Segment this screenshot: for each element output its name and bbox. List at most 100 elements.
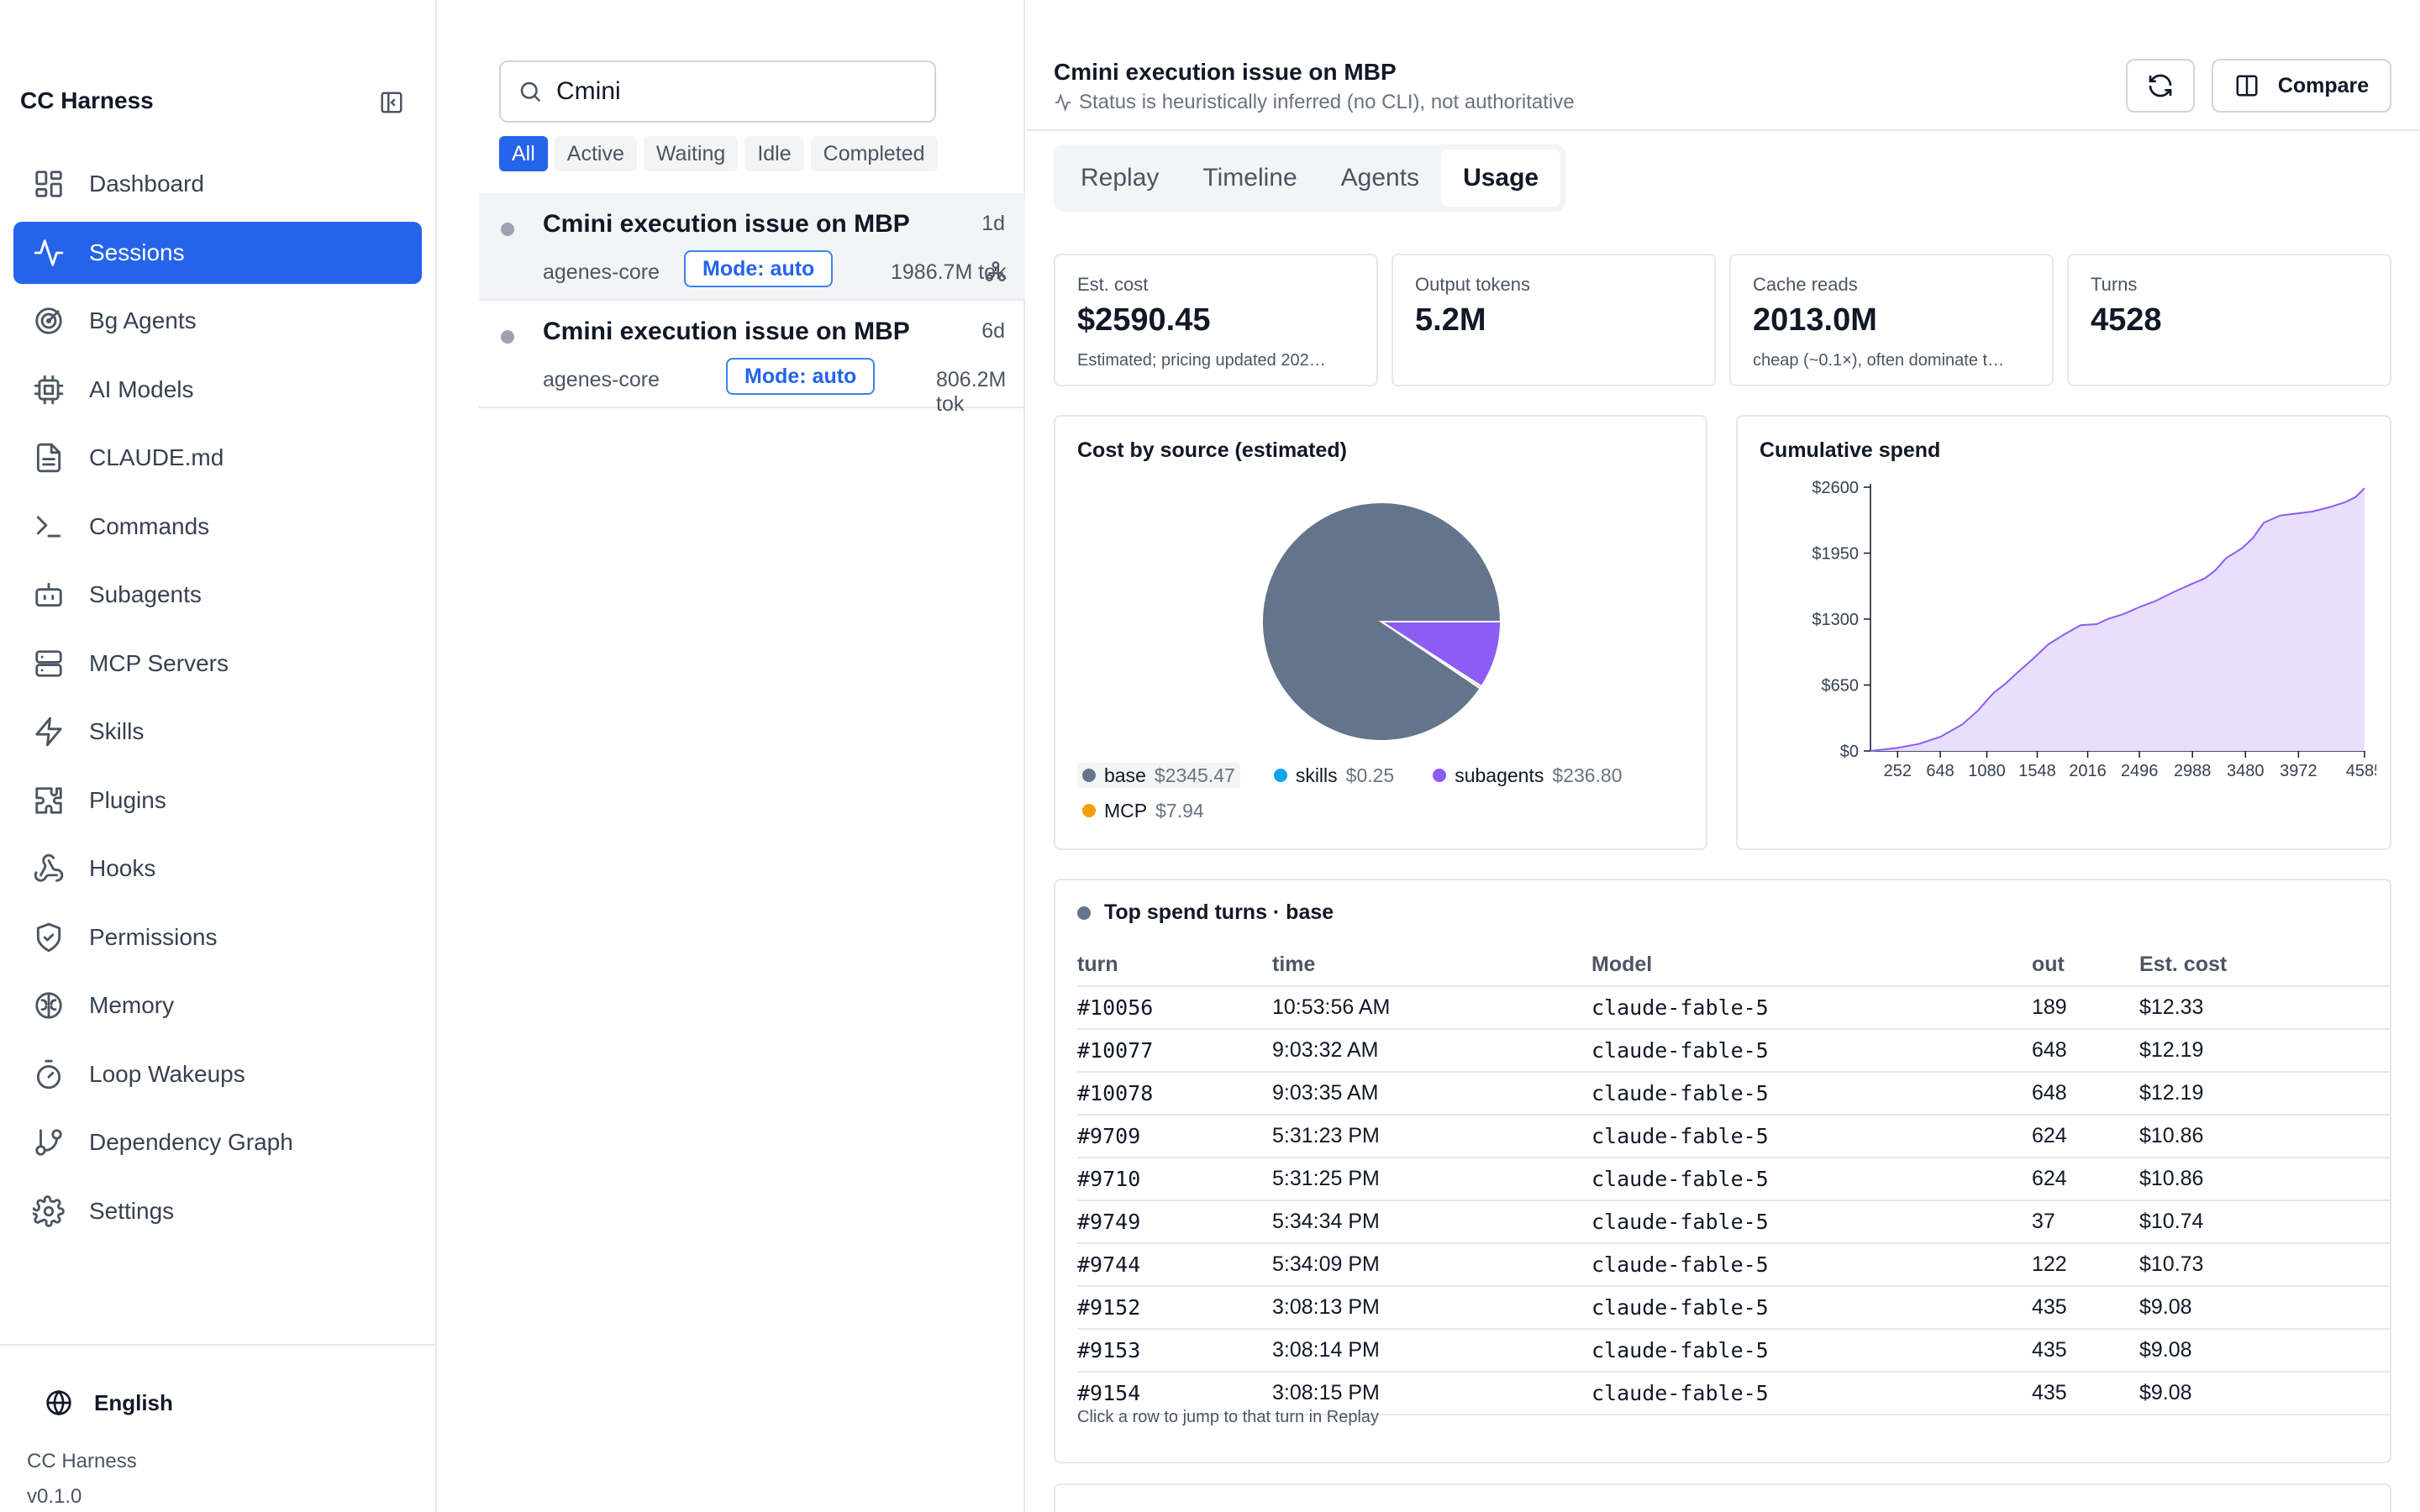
- sidebar-item-dependency-graph[interactable]: Dependency Graph: [13, 1111, 422, 1173]
- sidebar-item-sessions[interactable]: Sessions: [13, 221, 422, 284]
- compare-label: Compare: [2277, 73, 2370, 97]
- sidebar-item-settings[interactable]: Settings: [13, 1180, 422, 1242]
- model-cell: claude-fable-5: [1591, 1372, 2032, 1415]
- table-row[interactable]: #9709 5:31:23 PM claude-fable-5 624 $10.86: [1077, 1115, 2391, 1158]
- stat-output-tokens: Output tokens 5.2M: [1392, 254, 1716, 386]
- sidebar-item-permissions[interactable]: Permissions: [13, 906, 422, 969]
- filter-all[interactable]: All: [499, 136, 548, 171]
- turn-cell: #9744: [1077, 1243, 1272, 1287]
- tab-usage[interactable]: Usage: [1441, 150, 1561, 207]
- column-header[interactable]: time: [1272, 944, 1591, 987]
- compare-button[interactable]: Compare: [2212, 59, 2391, 113]
- model-cell: claude-fable-5: [1591, 1158, 2032, 1201]
- dashboard-icon: [32, 167, 66, 201]
- legend-skills[interactable]: skills $0.25: [1269, 763, 1399, 788]
- cost-by-source-card: Cost by source (estimated) base $2345.47 s…: [1054, 415, 1707, 850]
- y-tick-label: $0: [1840, 743, 1859, 761]
- sidebar-item-bg-agents[interactable]: Bg Agents: [13, 290, 422, 352]
- sidebar-item-label: Loop Wakeups: [89, 1060, 245, 1087]
- pie-slice-subagents[interactable]: [1378, 621, 1502, 688]
- tab-replay[interactable]: Replay: [1081, 164, 1160, 192]
- sidebar: CC Harness Dashboard Sessions Bg Agents AI …: [0, 0, 437, 1512]
- git-branch-icon: [32, 1126, 66, 1159]
- filter-idle[interactable]: Idle: [744, 136, 804, 171]
- search-icon: [520, 81, 541, 102]
- turn-cell: #10078: [1077, 1072, 1272, 1116]
- cost-cell: $12.33: [2139, 986, 2391, 1030]
- cumulative-spend-card: Cumulative spend $0 $650 $1300 $1950 $2600 25…: [1736, 415, 2391, 850]
- turn-cell: #10056: [1077, 986, 1272, 1030]
- chart-title: Cost by source (estimated): [1077, 438, 1347, 462]
- model-cell: claude-fable-5: [1591, 1329, 2032, 1373]
- time-cell: 9:03:35 AM: [1272, 1072, 1591, 1116]
- search-input[interactable]: [556, 77, 909, 106]
- column-header[interactable]: Model: [1591, 944, 2032, 987]
- cpu-icon: [32, 373, 66, 407]
- table-row[interactable]: #9710 5:31:25 PM claude-fable-5 624 $10.86: [1077, 1158, 2391, 1201]
- tab-timeline[interactable]: Timeline: [1202, 164, 1297, 192]
- table-row[interactable]: #10078 9:03:35 AM claude-fable-5 648 $12.19: [1077, 1072, 2391, 1116]
- out-cell: 122: [2032, 1243, 2139, 1287]
- legend-subagents[interactable]: subagents $236.80: [1428, 763, 1627, 788]
- filter-waiting[interactable]: Waiting: [643, 136, 739, 171]
- server-icon: [32, 647, 66, 680]
- legend-value: $2345.47: [1154, 764, 1235, 786]
- tab-agents[interactable]: Agents: [1340, 164, 1420, 192]
- refresh-button[interactable]: [2126, 59, 2195, 113]
- session-row[interactable]: Cmini execution issue on MBP 6d agenes-cor…: [479, 301, 1025, 416]
- stat-note: Estimated; pricing updated 202…: [1077, 351, 1326, 370]
- stat-cache-reads: Cache reads 2013.0M cheap (~0.1×), often d…: [1729, 254, 2054, 386]
- table-row[interactable]: #9749 5:34:34 PM claude-fable-5 37 $10.74: [1077, 1200, 2391, 1244]
- model-cell: claude-fable-5: [1591, 1243, 2032, 1287]
- sidebar-item-label: AI Models: [89, 375, 194, 402]
- filter-active[interactable]: Active: [554, 136, 637, 171]
- sidebar-item-dashboard[interactable]: Dashboard: [13, 153, 422, 215]
- table-row[interactable]: #9152 3:08:13 PM claude-fable-5 435 $9.08: [1077, 1286, 2391, 1330]
- sidebar-item-memory[interactable]: Memory: [13, 974, 422, 1037]
- search-box[interactable]: [499, 60, 936, 123]
- session-title: Cmini execution issue on MBP: [543, 318, 910, 345]
- legend-base[interactable]: base $2345.47: [1077, 763, 1240, 788]
- x-tick-label: 2496: [2121, 762, 2159, 780]
- column-header[interactable]: turn: [1077, 944, 1272, 987]
- session-project: agenes-core: [543, 260, 660, 284]
- out-cell: 435: [2032, 1329, 2139, 1373]
- sidebar-item-loop-wakeups[interactable]: Loop Wakeups: [13, 1043, 422, 1105]
- sidebar-item-label: Hooks: [89, 855, 156, 881]
- sidebar-item-label: Sessions: [89, 239, 185, 265]
- sidebar-item-hooks[interactable]: Hooks: [13, 837, 422, 900]
- column-header[interactable]: out: [2032, 944, 2139, 987]
- collapse-sidebar-button[interactable]: [376, 87, 407, 118]
- cost-cell: $10.73: [2139, 1243, 2391, 1287]
- session-age: 6d: [981, 319, 1005, 343]
- sidebar-item-mcp-servers[interactable]: MCP Servers: [13, 633, 422, 695]
- model-cell: claude-fable-5: [1591, 1200, 2032, 1244]
- filter-completed[interactable]: Completed: [810, 136, 938, 171]
- app-brand: CC Harness: [20, 87, 154, 113]
- model-cell: claude-fable-5: [1591, 1072, 2032, 1116]
- next-card-edge: [1054, 1483, 2391, 1512]
- sidebar-item-ai-models[interactable]: AI Models: [13, 359, 422, 421]
- table-row[interactable]: #10056 10:53:56 AM claude-fable-5 189 $12.33: [1077, 986, 2391, 1030]
- session-row[interactable]: Cmini execution issue on MBP 1d agenes-cor…: [479, 193, 1025, 301]
- language-selector[interactable]: English: [45, 1386, 173, 1420]
- legend-mcp[interactable]: MCP $7.94: [1077, 798, 1209, 823]
- column-header[interactable]: Est. cost: [2139, 944, 2391, 987]
- pie-legend: base $2345.47 skills $0.25 subagents $236.80 M…: [1077, 763, 1699, 823]
- gear-icon: [32, 1194, 66, 1228]
- sidebar-item-label: Commands: [89, 512, 210, 539]
- session-title: Cmini execution issue on MBP: [543, 210, 910, 238]
- sidebar-item-commands[interactable]: Commands: [13, 496, 422, 558]
- sidebar-item-subagents[interactable]: Subagents: [13, 564, 422, 626]
- sidebar-item-plugins[interactable]: Plugins: [13, 769, 422, 832]
- top-spend-table: turn time Model out Est. cost #10056 10:53:56…: [1077, 944, 2391, 1415]
- sidebar-item-claude-md[interactable]: CLAUDE.md: [13, 427, 422, 489]
- model-cell: claude-fable-5: [1591, 986, 2032, 1030]
- sidebar-item-label: Memory: [89, 992, 175, 1018]
- table-row[interactable]: #9744 5:34:09 PM claude-fable-5 122 $10.73: [1077, 1243, 2391, 1287]
- table-row[interactable]: #9153 3:08:14 PM claude-fable-5 435 $9.08: [1077, 1329, 2391, 1373]
- sidebar-item-skills[interactable]: Skills: [13, 701, 422, 763]
- table-row[interactable]: #9154 3:08:15 PM claude-fable-5 435 $9.08: [1077, 1372, 2391, 1415]
- table-row[interactable]: #10077 9:03:32 AM claude-fable-5 648 $12.19: [1077, 1029, 2391, 1073]
- session-title: Cmini execution issue on MBP: [1054, 59, 1397, 85]
